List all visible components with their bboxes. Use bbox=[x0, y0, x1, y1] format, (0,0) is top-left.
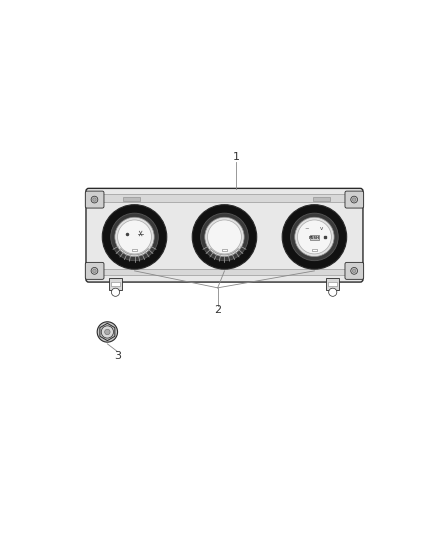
Circle shape bbox=[111, 288, 120, 296]
Circle shape bbox=[105, 329, 110, 335]
Text: 1: 1 bbox=[233, 152, 240, 162]
Text: PUSH: PUSH bbox=[309, 236, 320, 240]
Circle shape bbox=[117, 220, 152, 254]
Circle shape bbox=[101, 326, 113, 338]
Circle shape bbox=[297, 220, 332, 254]
FancyBboxPatch shape bbox=[345, 191, 364, 208]
Bar bbox=[109, 278, 122, 289]
Bar bbox=[132, 249, 137, 251]
Circle shape bbox=[208, 220, 241, 254]
FancyBboxPatch shape bbox=[85, 262, 104, 279]
FancyBboxPatch shape bbox=[85, 191, 104, 208]
Circle shape bbox=[115, 217, 154, 256]
Bar bbox=[310, 235, 319, 240]
Bar bbox=[111, 282, 120, 286]
FancyBboxPatch shape bbox=[86, 188, 363, 282]
Circle shape bbox=[291, 213, 338, 261]
Circle shape bbox=[351, 196, 357, 203]
Circle shape bbox=[93, 198, 96, 201]
Circle shape bbox=[91, 268, 98, 274]
Bar bbox=[95, 194, 353, 203]
Text: 3: 3 bbox=[114, 351, 121, 361]
Circle shape bbox=[93, 269, 96, 272]
Circle shape bbox=[91, 196, 98, 203]
FancyBboxPatch shape bbox=[345, 262, 364, 279]
Bar bbox=[312, 249, 317, 251]
Circle shape bbox=[97, 322, 117, 342]
Text: 2: 2 bbox=[214, 305, 221, 315]
Bar bbox=[326, 278, 339, 289]
Circle shape bbox=[205, 217, 244, 256]
Circle shape bbox=[328, 288, 337, 296]
Circle shape bbox=[201, 213, 248, 261]
Polygon shape bbox=[100, 324, 115, 341]
Circle shape bbox=[102, 205, 167, 269]
Text: ~: ~ bbox=[305, 226, 309, 231]
Circle shape bbox=[353, 198, 356, 201]
Circle shape bbox=[295, 217, 334, 256]
Circle shape bbox=[353, 269, 356, 272]
Bar bbox=[123, 197, 140, 200]
Bar bbox=[313, 197, 330, 200]
Circle shape bbox=[351, 268, 357, 274]
Text: v: v bbox=[320, 226, 324, 231]
Circle shape bbox=[192, 205, 257, 269]
Circle shape bbox=[282, 205, 346, 269]
Bar bbox=[95, 269, 353, 275]
Bar bbox=[328, 282, 337, 286]
Bar bbox=[222, 249, 227, 251]
Circle shape bbox=[111, 213, 158, 261]
